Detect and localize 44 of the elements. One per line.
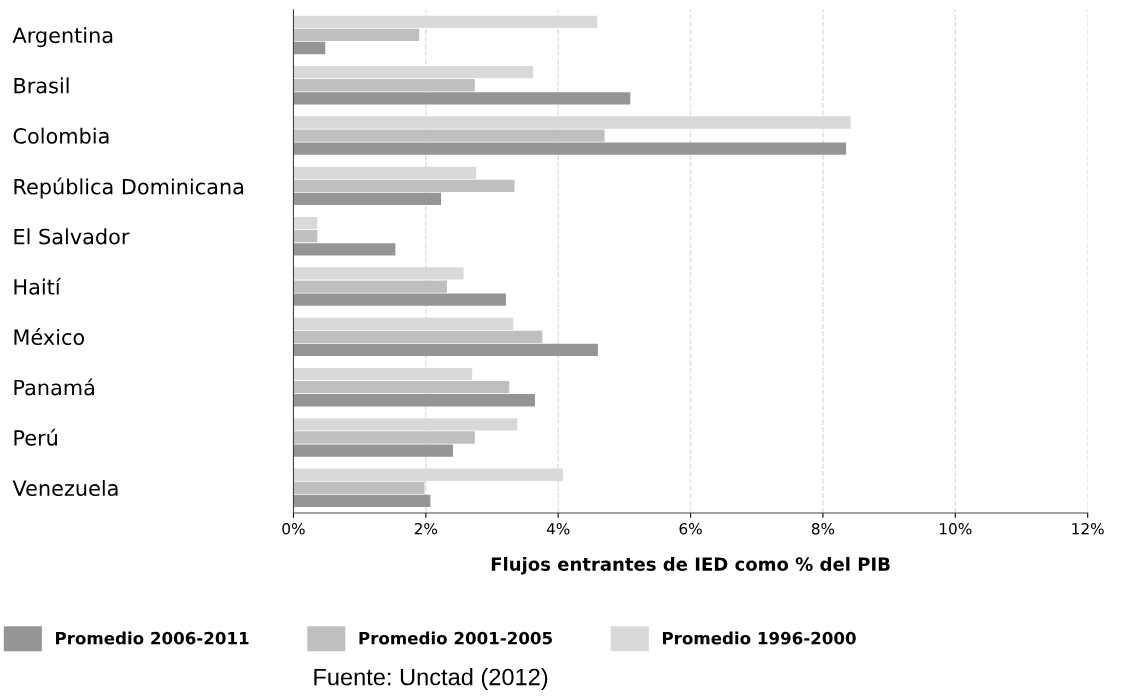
y-tick-label: Haití bbox=[14, 277, 62, 295]
y-tick-label: Colombia bbox=[13, 127, 109, 144]
y-tick-label: Perú bbox=[14, 428, 57, 446]
bar bbox=[293, 179, 515, 193]
x-tick-label: 12% bbox=[1072, 522, 1104, 535]
x-tick-label: 8% bbox=[811, 522, 835, 535]
y-tick-label: Venezuela bbox=[12, 479, 118, 497]
x-axis-title: Flujos entrantes de IED como % del PIB bbox=[491, 556, 890, 575]
bar bbox=[293, 494, 431, 508]
bar bbox=[293, 343, 598, 357]
bar bbox=[293, 330, 543, 344]
bar bbox=[293, 431, 475, 444]
y-tick-label: México bbox=[14, 328, 85, 346]
bar bbox=[293, 243, 396, 256]
bar bbox=[293, 381, 510, 394]
x-tick-label: 4% bbox=[546, 522, 570, 535]
y-tick-label: Brasil bbox=[14, 77, 69, 94]
legend-label: Promedio 2006-2011 bbox=[56, 631, 249, 645]
x-tick-label: 6% bbox=[679, 522, 702, 535]
bar bbox=[293, 79, 475, 92]
bar bbox=[293, 293, 506, 306]
bar bbox=[293, 28, 420, 42]
y-tick-label: El Salvador bbox=[14, 228, 130, 245]
bar bbox=[293, 481, 425, 494]
bar bbox=[293, 230, 318, 243]
x-tick-label: 10% bbox=[940, 522, 972, 535]
bar bbox=[293, 129, 605, 142]
bar bbox=[293, 142, 847, 155]
y-tick-label: Argentina bbox=[12, 27, 113, 48]
y-tick-label: República Dominicana bbox=[14, 177, 244, 199]
x-tick-label: 2% bbox=[414, 522, 438, 535]
bar bbox=[293, 41, 326, 55]
bar bbox=[293, 367, 473, 381]
bar bbox=[293, 216, 318, 230]
bar bbox=[293, 192, 442, 206]
x-tick-label: 0% bbox=[282, 522, 305, 535]
bar bbox=[293, 280, 447, 293]
legend-label: Promedio 2001-2005 bbox=[359, 631, 552, 645]
bar bbox=[293, 394, 536, 407]
source-note: Fuente: Unctad (2012) bbox=[314, 668, 548, 691]
legend-label: Promedio 1996-2000 bbox=[662, 631, 856, 645]
bar bbox=[293, 444, 453, 457]
bar bbox=[293, 92, 631, 105]
y-tick-label: Panamá bbox=[14, 378, 94, 396]
